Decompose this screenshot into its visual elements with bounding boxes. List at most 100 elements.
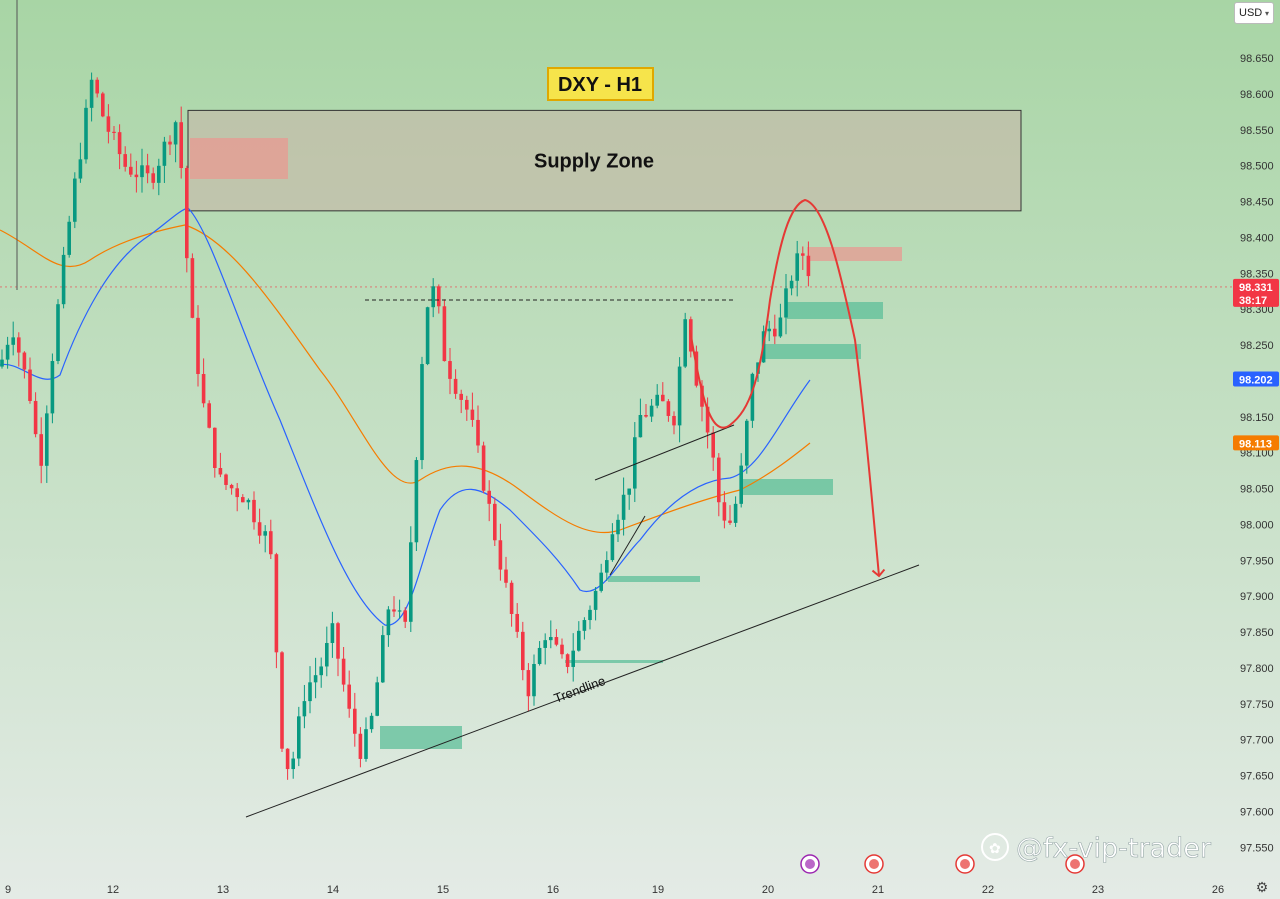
candle bbox=[39, 417, 43, 484]
candle bbox=[218, 452, 223, 478]
us-flag-event-icon[interactable] bbox=[864, 854, 884, 874]
demand-block bbox=[765, 344, 861, 359]
candle bbox=[532, 654, 536, 706]
supply-block bbox=[807, 247, 902, 261]
candle bbox=[521, 621, 525, 681]
candle bbox=[537, 641, 542, 666]
y-tick-label: 98.350 bbox=[1240, 268, 1274, 280]
candle bbox=[190, 253, 195, 319]
candle bbox=[73, 172, 77, 229]
candle bbox=[0, 349, 4, 369]
candle bbox=[364, 717, 368, 762]
candle bbox=[285, 748, 290, 780]
candle bbox=[179, 106, 183, 179]
candle bbox=[106, 104, 111, 144]
y-tick-label: 98.400 bbox=[1240, 232, 1274, 244]
candle bbox=[56, 299, 60, 365]
candle bbox=[313, 657, 318, 699]
y-tick-label: 97.850 bbox=[1240, 627, 1274, 639]
supply-zone bbox=[187, 109, 1022, 212]
candle bbox=[280, 651, 284, 753]
candle bbox=[157, 158, 161, 196]
y-tick-label: 98.000 bbox=[1240, 519, 1274, 531]
candle bbox=[145, 153, 150, 184]
candle bbox=[459, 389, 463, 414]
x-tick-label: 20 bbox=[762, 884, 774, 896]
y-tick-label: 98.050 bbox=[1240, 484, 1274, 496]
candle bbox=[565, 653, 570, 674]
candle bbox=[789, 275, 794, 296]
x-tick-label: 12 bbox=[107, 884, 119, 896]
candle bbox=[493, 497, 497, 547]
candle bbox=[705, 397, 710, 449]
y-tick-label: 98.450 bbox=[1240, 197, 1274, 209]
supply-zone-label: Supply Zone bbox=[534, 151, 654, 173]
candle bbox=[151, 167, 155, 190]
y-tick-label: 97.800 bbox=[1240, 663, 1274, 675]
candle bbox=[347, 670, 351, 718]
candle bbox=[476, 405, 480, 453]
candle bbox=[661, 382, 665, 402]
candle bbox=[358, 727, 363, 768]
candle bbox=[241, 494, 245, 503]
candle bbox=[201, 358, 206, 408]
candle bbox=[425, 306, 430, 366]
y-tick-label: 98.500 bbox=[1240, 161, 1274, 173]
candle bbox=[666, 399, 671, 422]
candle bbox=[196, 305, 200, 387]
candle bbox=[437, 284, 441, 314]
candle bbox=[778, 303, 783, 338]
gear-icon[interactable]: ⚙ bbox=[1255, 879, 1269, 895]
candle bbox=[526, 663, 531, 712]
candle bbox=[117, 124, 122, 170]
us-flag-event-icon[interactable] bbox=[1065, 854, 1085, 874]
y-tick-label: 98.300 bbox=[1240, 304, 1274, 316]
candle bbox=[207, 400, 211, 429]
candle bbox=[560, 638, 564, 659]
candle bbox=[677, 357, 682, 443]
candle bbox=[414, 457, 419, 551]
chart-title-box: DXY - H1 bbox=[547, 67, 654, 101]
candle bbox=[330, 611, 335, 658]
x-tick-label: 19 bbox=[652, 884, 664, 896]
y-tick-label: 98.550 bbox=[1240, 125, 1274, 137]
candle bbox=[308, 666, 312, 714]
demand-block bbox=[787, 302, 883, 319]
candle bbox=[509, 580, 514, 627]
candle bbox=[325, 626, 329, 677]
candle bbox=[5, 336, 10, 369]
candle bbox=[767, 320, 771, 342]
trendline bbox=[245, 564, 920, 818]
candle bbox=[683, 312, 687, 369]
candle bbox=[739, 453, 743, 508]
candle bbox=[89, 72, 94, 122]
candle bbox=[644, 403, 648, 418]
chevron-down-icon: ▾ bbox=[1264, 8, 1269, 18]
candle bbox=[269, 519, 273, 560]
demand-block bbox=[380, 726, 462, 749]
candle bbox=[17, 332, 21, 367]
y-tick-label: 98.650 bbox=[1240, 53, 1274, 65]
candle bbox=[353, 692, 357, 747]
candle bbox=[50, 353, 55, 424]
candle bbox=[571, 633, 575, 682]
candle bbox=[448, 347, 452, 395]
lightning-event-icon[interactable] bbox=[800, 854, 820, 874]
candle bbox=[806, 241, 811, 287]
candle bbox=[633, 422, 637, 503]
candle bbox=[263, 525, 267, 553]
candle bbox=[78, 142, 83, 183]
currency-label: USD bbox=[1239, 7, 1263, 19]
demand-block bbox=[565, 660, 663, 663]
us-flag-event-icon[interactable] bbox=[955, 854, 975, 874]
candle bbox=[252, 491, 256, 530]
candle bbox=[717, 453, 721, 517]
y-tick-label: 97.950 bbox=[1240, 555, 1274, 567]
candle bbox=[442, 299, 447, 362]
candle bbox=[213, 427, 217, 478]
candle bbox=[588, 605, 592, 630]
candle bbox=[627, 488, 631, 510]
currency-select[interactable]: USD ▾ bbox=[1234, 2, 1274, 24]
